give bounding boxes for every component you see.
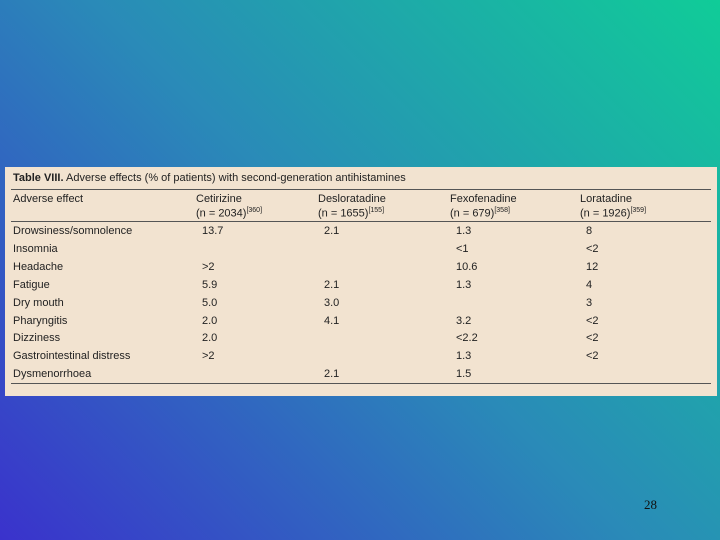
- cell: 2.1: [324, 225, 340, 237]
- cell: <2: [586, 314, 599, 327]
- column-header: Desloratadine: [318, 193, 386, 205]
- reference: [359]: [630, 207, 647, 214]
- cell: 1.3: [456, 278, 472, 291]
- cell: 13.7: [202, 225, 224, 237]
- column-n: (n = 2034)[360]: [196, 207, 262, 220]
- cell: <2: [586, 332, 599, 345]
- sample-size: (n = 1926): [580, 207, 631, 220]
- row-label: Headache: [13, 260, 64, 273]
- row-label: Insomnia: [13, 242, 58, 255]
- rule: [11, 383, 711, 384]
- cell: 12: [586, 260, 599, 273]
- reference: [358]: [494, 207, 510, 214]
- row-label: Fatigue: [13, 278, 50, 291]
- reference: [360]: [246, 207, 263, 214]
- cell: >2: [202, 350, 215, 363]
- cell: 3.0: [324, 296, 340, 309]
- row-label: Gastrointestinal distress: [13, 350, 131, 363]
- row-label: Dry mouth: [13, 296, 64, 309]
- cell: 5.0: [202, 296, 218, 309]
- column-n: (n = 1926)[359]: [580, 207, 646, 220]
- page-number: 28: [644, 497, 657, 512]
- cell: <2.2: [456, 332, 478, 345]
- cell: 4.1: [324, 314, 340, 327]
- table-caption: Adverse effects (% of patients) with sec…: [65, 172, 406, 184]
- cell: 8: [586, 225, 593, 237]
- sample-size: (n = 1655): [318, 207, 369, 220]
- cell: 5.9: [202, 278, 218, 291]
- sample-size: (n = 2034): [196, 207, 247, 220]
- rule: [11, 189, 711, 190]
- cell: >2: [202, 260, 215, 273]
- row-label: Pharyngitis: [13, 314, 68, 327]
- cell: 4: [586, 278, 593, 291]
- table: Table VIII. Adverse effects (% of patien…: [5, 167, 717, 396]
- sample-size: (n = 679): [450, 207, 495, 220]
- cell: 2.1: [324, 278, 340, 291]
- column-header: Loratadine: [580, 193, 632, 205]
- cell: 3: [586, 296, 593, 309]
- cell: <2: [586, 350, 599, 363]
- column-header: Fexofenadine: [450, 193, 517, 205]
- cell: 2.0: [202, 332, 218, 345]
- table-label: Table VIII.: [13, 172, 64, 184]
- rule: [11, 221, 711, 222]
- row-label: Dysmenorrhoea: [13, 368, 92, 381]
- table-title: Table VIII. Adverse effects (% of patien…: [13, 172, 406, 184]
- cell: 1.5: [456, 368, 472, 381]
- reference: [155]: [368, 207, 385, 214]
- column-n: (n = 679)[358]: [450, 207, 510, 220]
- cell: 3.2: [456, 314, 472, 327]
- cell: 1.3: [456, 225, 472, 237]
- row-label: Drowsiness/somnolence: [13, 225, 133, 237]
- column-header: Cetirizine: [196, 193, 242, 205]
- cell: <1: [456, 242, 469, 255]
- column-header: Adverse effect: [13, 193, 84, 205]
- row-label: Dizziness: [13, 332, 61, 345]
- cell: 10.6: [456, 260, 478, 273]
- cell: <2: [586, 242, 599, 255]
- column-n: (n = 1655)[155]: [318, 207, 384, 220]
- cell: 2.1: [324, 368, 340, 381]
- cell: 2.0: [202, 314, 218, 327]
- cell: 1.3: [456, 350, 472, 363]
